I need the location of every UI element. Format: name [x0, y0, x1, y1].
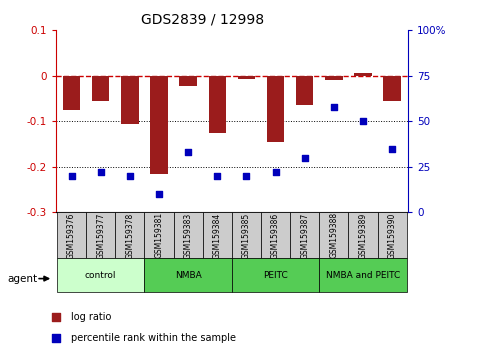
Point: [388, 146, 396, 152]
Text: GSM159377: GSM159377: [96, 212, 105, 259]
Point: [330, 104, 338, 109]
Point: [271, 170, 279, 175]
Text: GSM159378: GSM159378: [126, 212, 134, 258]
Bar: [232, 258, 319, 292]
Bar: [179, 76, 197, 86]
Bar: [57, 258, 144, 292]
Point: [359, 118, 367, 124]
Point: [155, 191, 163, 197]
Bar: [173, 212, 203, 258]
Text: GSM159381: GSM159381: [155, 212, 163, 258]
Text: log ratio: log ratio: [71, 312, 111, 322]
Bar: [296, 76, 313, 105]
Bar: [121, 76, 139, 124]
Bar: [319, 212, 348, 258]
Bar: [115, 212, 144, 258]
Bar: [232, 212, 261, 258]
Text: GSM159389: GSM159389: [358, 212, 368, 258]
Bar: [261, 212, 290, 258]
Bar: [325, 76, 342, 80]
Text: GSM159387: GSM159387: [300, 212, 309, 258]
Text: GSM159390: GSM159390: [388, 212, 397, 259]
Bar: [144, 212, 173, 258]
Text: GSM159388: GSM159388: [329, 212, 338, 258]
Point: [97, 170, 105, 175]
Bar: [203, 212, 232, 258]
Text: GSM159386: GSM159386: [271, 212, 280, 258]
Point: [301, 155, 309, 161]
Bar: [63, 76, 80, 110]
Text: percentile rank within the sample: percentile rank within the sample: [71, 332, 236, 343]
Text: PEITC: PEITC: [263, 271, 288, 280]
Bar: [319, 258, 407, 292]
Point: [52, 314, 59, 320]
Text: GSM159384: GSM159384: [213, 212, 222, 258]
Text: control: control: [85, 271, 116, 280]
Bar: [384, 76, 401, 101]
Text: NMBA: NMBA: [175, 271, 201, 280]
Bar: [144, 258, 232, 292]
Point: [126, 173, 134, 179]
Bar: [150, 76, 168, 174]
Bar: [57, 212, 86, 258]
Bar: [378, 212, 407, 258]
Text: NMBA and PEITC: NMBA and PEITC: [326, 271, 400, 280]
Text: GDS2839 / 12998: GDS2839 / 12998: [142, 12, 264, 27]
Bar: [290, 212, 319, 258]
Bar: [86, 212, 115, 258]
Point: [242, 173, 250, 179]
Bar: [209, 76, 226, 133]
Bar: [92, 76, 110, 101]
Point: [68, 173, 75, 179]
Point: [185, 149, 192, 155]
Bar: [348, 212, 378, 258]
Bar: [267, 76, 284, 142]
Bar: [354, 73, 372, 76]
Point: [213, 173, 221, 179]
Text: agent: agent: [7, 274, 37, 284]
Bar: [238, 76, 255, 79]
Text: GSM159376: GSM159376: [67, 212, 76, 259]
Point: [52, 335, 59, 341]
Text: GSM159385: GSM159385: [242, 212, 251, 258]
Text: GSM159383: GSM159383: [184, 212, 193, 258]
